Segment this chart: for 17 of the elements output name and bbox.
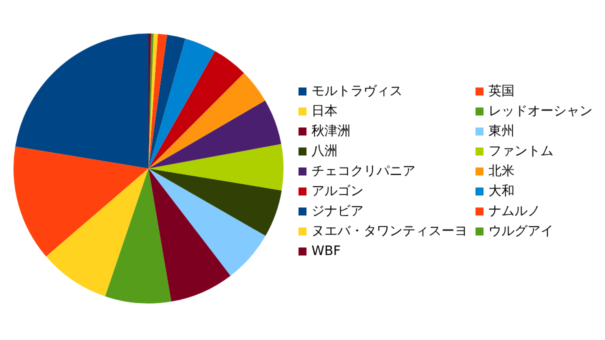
legend-label: モルトラヴィス [312,84,402,99]
legend-label: ファントム [488,144,554,159]
legend-label: 北米 [488,164,514,179]
legend-label: 秋津洲 [312,124,350,139]
legend-label: WBF [312,244,341,259]
legend-label: 東州 [488,124,514,139]
legend-label: ジナビア [312,204,364,219]
legend-label: チェコクリパニア [312,164,416,179]
legend-label: ナムルノ [488,204,540,219]
legend-label: 大和 [488,184,514,199]
legend-label: アルゴン [312,184,364,199]
legend-label: 英国 [488,84,514,99]
legend-label: 八洲 [312,144,338,159]
legend-label: ヌエバ・タワンティスーヨ [312,224,468,239]
legend-label: 日本 [312,104,338,119]
legend-label: レッドオーシャン [488,104,592,119]
legend-label: ウルグアイ [488,224,554,239]
